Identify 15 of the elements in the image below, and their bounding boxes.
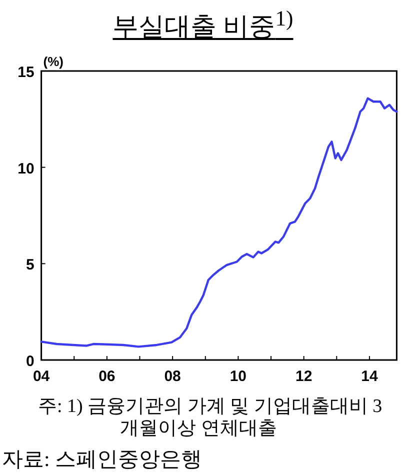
y-tick-label: 5 <box>26 256 34 274</box>
chart-title: 부실대출 비중$^{1)}$ <box>112 6 294 41</box>
x-tick-label: 12 <box>295 368 312 385</box>
x-tick-label: 08 <box>164 368 181 385</box>
x-tick-label: 10 <box>230 368 247 385</box>
y-tick-label: 15 <box>18 64 34 81</box>
text: 주: 1) 금융기관의 가계 및 기업대출대비 3개월이상 연체대출 <box>38 396 384 440</box>
x-tick-label: 04 <box>32 368 50 385</box>
x-tick-label: 06 <box>98 368 116 385</box>
text: 자료: 스페인중앙은행 <box>2 447 202 471</box>
y-tick-label: 10 <box>18 160 34 178</box>
line-series <box>40 97 398 348</box>
y-tick-label: 0 <box>26 353 34 370</box>
y-axis-title: (%) <box>43 54 64 69</box>
x-tick-label: 14 <box>361 368 378 385</box>
